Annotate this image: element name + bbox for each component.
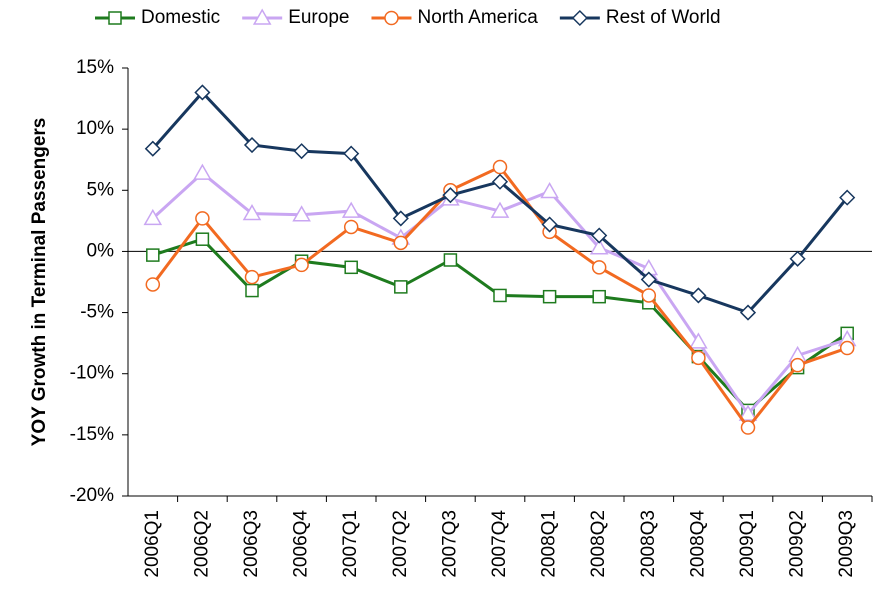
marker (640, 271, 657, 288)
marker (294, 257, 309, 273)
marker (540, 181, 559, 199)
marker (144, 140, 161, 157)
marker (690, 287, 707, 304)
marker (343, 145, 360, 162)
marker (195, 232, 210, 246)
legend-label: North America (417, 7, 538, 28)
marker (145, 277, 161, 292)
marker (245, 283, 259, 298)
x-tick-label: 2006Q4 (291, 510, 312, 578)
x-tick-label: 2007Q4 (489, 510, 510, 578)
marker (790, 357, 805, 373)
marker (490, 201, 510, 218)
marker (592, 289, 606, 304)
marker (571, 9, 588, 27)
marker (243, 136, 261, 154)
marker (244, 269, 260, 285)
marker (252, 8, 272, 25)
marker (195, 211, 210, 226)
marker (542, 289, 557, 304)
y-tick-label: 10% (76, 118, 114, 139)
marker (691, 350, 706, 366)
marker (443, 253, 458, 267)
y-tick-label: 15% (76, 57, 114, 78)
marker (689, 332, 708, 349)
marker (392, 210, 409, 227)
marker (108, 11, 122, 25)
marker (740, 420, 756, 435)
marker (493, 288, 507, 303)
marker (384, 10, 399, 26)
x-tick-label: 2007Q2 (390, 510, 411, 578)
x-tick-label: 2007Q3 (439, 510, 460, 578)
x-tick-label: 2006Q1 (142, 510, 163, 578)
marker (343, 219, 359, 235)
y-tick-label: -10% (70, 363, 114, 384)
x-tick-label: 2006Q2 (191, 510, 212, 578)
marker (591, 227, 608, 244)
y-tick-label: 0% (87, 240, 115, 261)
marker (839, 189, 856, 206)
marker (839, 340, 855, 356)
legend-label: Rest of World (606, 7, 721, 28)
marker (344, 260, 358, 275)
marker (143, 208, 163, 226)
marker (591, 260, 607, 275)
x-tick-label: 2009Q1 (737, 510, 758, 578)
marker (146, 248, 160, 262)
marker (341, 201, 361, 218)
x-tick-label: 2006Q3 (241, 510, 262, 578)
x-tick-label: 2009Q2 (787, 510, 808, 578)
y-axis-label: YOY Growth in Terminal Passengers (29, 118, 50, 447)
marker (293, 143, 310, 160)
marker (541, 216, 558, 233)
marker (589, 238, 609, 255)
marker (491, 173, 509, 190)
y-tick-label: -15% (70, 424, 114, 445)
x-tick-label: 2008Q4 (687, 510, 708, 578)
x-tick-label: 2008Q3 (638, 510, 659, 578)
marker (739, 304, 757, 321)
series-line (152, 237, 849, 413)
marker (492, 159, 508, 175)
y-tick-label: 5% (87, 179, 115, 200)
marker (641, 288, 657, 303)
x-tick-label: 2008Q2 (588, 510, 609, 578)
y-tick-label: -20% (70, 485, 114, 506)
marker (442, 187, 459, 204)
marker (242, 204, 262, 221)
marker (193, 163, 212, 180)
marker (292, 205, 311, 222)
x-tick-label: 2008Q1 (539, 510, 560, 578)
marker (789, 250, 806, 267)
x-tick-label: 2007Q1 (340, 510, 361, 578)
legend-label: Domestic (141, 7, 220, 28)
x-tick-label: 2009Q3 (836, 510, 857, 578)
marker (394, 280, 408, 294)
y-tick-label: -5% (80, 302, 114, 323)
marker (393, 235, 409, 251)
marker (738, 404, 758, 421)
marker (194, 84, 211, 101)
legend-label: Europe (288, 7, 349, 28)
